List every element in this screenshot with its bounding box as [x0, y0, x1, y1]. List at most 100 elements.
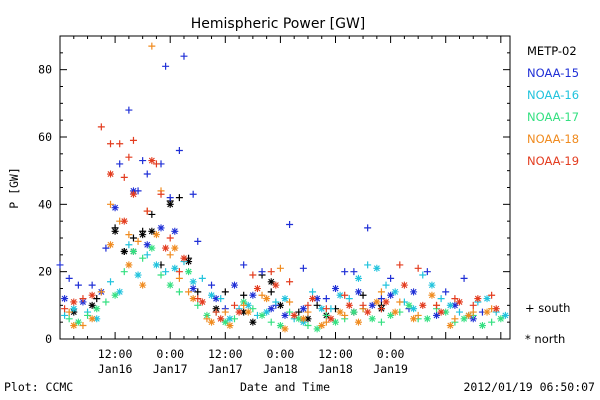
noaa-15-north-point	[143, 241, 151, 249]
noaa-16-north-point	[410, 305, 418, 313]
metp-02-south-point	[267, 288, 275, 296]
y-axis-label: P [GW]	[7, 167, 21, 209]
noaa-16-south-point	[198, 274, 206, 282]
legend-noaa-19: NOAA-19	[527, 154, 579, 168]
noaa-19-south-point	[61, 305, 69, 313]
noaa-17-south-point	[120, 268, 128, 276]
noaa-19-south-point	[341, 291, 349, 299]
noaa-17-north-point	[368, 315, 376, 323]
y-tick-label: 80	[38, 63, 52, 77]
y-tick-label: 0	[45, 332, 52, 346]
noaa-15-south-point	[166, 194, 174, 202]
noaa-15-south-point	[125, 106, 133, 114]
noaa-19-south-point	[414, 264, 422, 272]
noaa-15-north-point	[61, 295, 69, 303]
noaa-18-south-point	[185, 288, 193, 296]
noaa-15-north-point	[410, 288, 418, 296]
noaa-17-north-point	[442, 308, 450, 316]
noaa-17-north-point	[313, 325, 321, 333]
noaa-17-north-point	[405, 301, 413, 309]
noaa-19-south-point	[129, 136, 137, 144]
noaa-15-north-point	[433, 311, 441, 319]
x-tick-date-label: Jan18	[263, 362, 298, 376]
noaa-16-south-point	[107, 278, 115, 286]
noaa-17-north-point	[93, 305, 101, 313]
noaa-19-north-point	[309, 295, 317, 303]
noaa-18-north-point	[244, 308, 252, 316]
legend-noaa-15: NOAA-15	[527, 66, 579, 80]
noaa-18-south-point	[240, 301, 248, 309]
metp-02-north-point	[249, 318, 257, 326]
noaa-15-south-point	[116, 160, 124, 168]
chart-title: Hemispheric Power [GW]	[191, 16, 366, 32]
noaa-15-south-point	[258, 268, 266, 276]
noaa-18-north-point	[152, 231, 160, 239]
noaa-16-north-point	[93, 315, 101, 323]
noaa-19-south-point	[120, 173, 128, 181]
noaa-18-north-point	[465, 311, 473, 319]
noaa-18-south-point	[396, 298, 404, 306]
noaa-16-south-point	[419, 271, 427, 279]
legend-north-marker: * north	[525, 332, 565, 346]
noaa-19-north-point	[162, 244, 170, 252]
metp-02-north-point	[88, 301, 96, 309]
noaa-19-south-point	[166, 234, 174, 242]
noaa-18-south-point	[166, 251, 174, 259]
metp-02-south-point	[139, 227, 147, 235]
noaa-17-south-point	[230, 315, 238, 323]
noaa-15-south-point	[364, 224, 372, 232]
noaa-15-south-point	[423, 268, 431, 276]
noaa-15-south-point	[460, 274, 468, 282]
noaa-18-south-point	[286, 298, 294, 306]
noaa-16-north-point	[152, 261, 160, 269]
noaa-18-north-point	[373, 298, 381, 306]
noaa-19-south-point	[212, 308, 220, 316]
metp-02-south-point	[111, 224, 119, 232]
noaa-19-south-point	[433, 301, 441, 309]
noaa-18-north-point	[208, 318, 216, 326]
noaa-18-north-point	[125, 261, 133, 269]
noaa-17-south-point	[139, 254, 147, 262]
metp-02-north-point	[304, 315, 312, 323]
noaa-17-south-point	[322, 311, 330, 319]
noaa-15-south-point	[299, 264, 307, 272]
noaa-16-south-point	[143, 251, 151, 259]
x-tick-date-label: Jan17	[208, 362, 243, 376]
noaa-19-north-point	[272, 281, 280, 289]
noaa-18-north-point	[391, 308, 399, 316]
noaa-16-south-point	[382, 281, 390, 289]
noaa-17-north-point	[460, 315, 468, 323]
noaa-19-north-point	[253, 285, 261, 292]
metp-02-south-point	[221, 288, 229, 296]
legend-noaa-18: NOAA-18	[527, 132, 579, 146]
plot-credit: Plot: CCMC	[4, 380, 73, 394]
noaa-16-north-point	[244, 301, 252, 309]
noaa-18-north-point	[139, 281, 147, 289]
noaa-15-south-point	[189, 190, 197, 198]
x-tick-time-label: 12:00	[318, 347, 353, 361]
noaa-19-north-point	[290, 311, 298, 319]
noaa-15-north-point	[313, 295, 321, 303]
noaa-18-south-point	[65, 308, 73, 316]
noaa-16-north-point	[483, 295, 491, 303]
noaa-15-north-point	[189, 285, 197, 292]
noaa-19-south-point	[322, 305, 330, 313]
noaa-16-south-point	[364, 261, 372, 269]
noaa-15-south-point	[134, 187, 142, 195]
noaa-19-south-point	[469, 301, 477, 309]
noaa-18-north-point	[226, 322, 234, 330]
noaa-19-north-point	[180, 254, 188, 262]
x-axis: 12:00Jan160:00Jan1712:00Jan170:00Jan1812…	[73, 36, 502, 376]
noaa-15-south-point	[102, 244, 110, 252]
noaa-18-north-point	[483, 308, 491, 316]
noaa-17-north-point	[295, 315, 303, 323]
x-tick-date-label: Jan17	[153, 362, 188, 376]
metp-02-south-point	[194, 288, 202, 296]
noaa-17-north-point	[166, 281, 174, 289]
noaa-16-north-point	[373, 264, 381, 272]
noaa-15-north-point	[157, 224, 165, 232]
noaa-19-north-point	[345, 301, 353, 309]
metp-02-south-point	[129, 234, 137, 242]
noaa-17-north-point	[111, 291, 119, 299]
noaa-15-north-point	[111, 204, 119, 212]
